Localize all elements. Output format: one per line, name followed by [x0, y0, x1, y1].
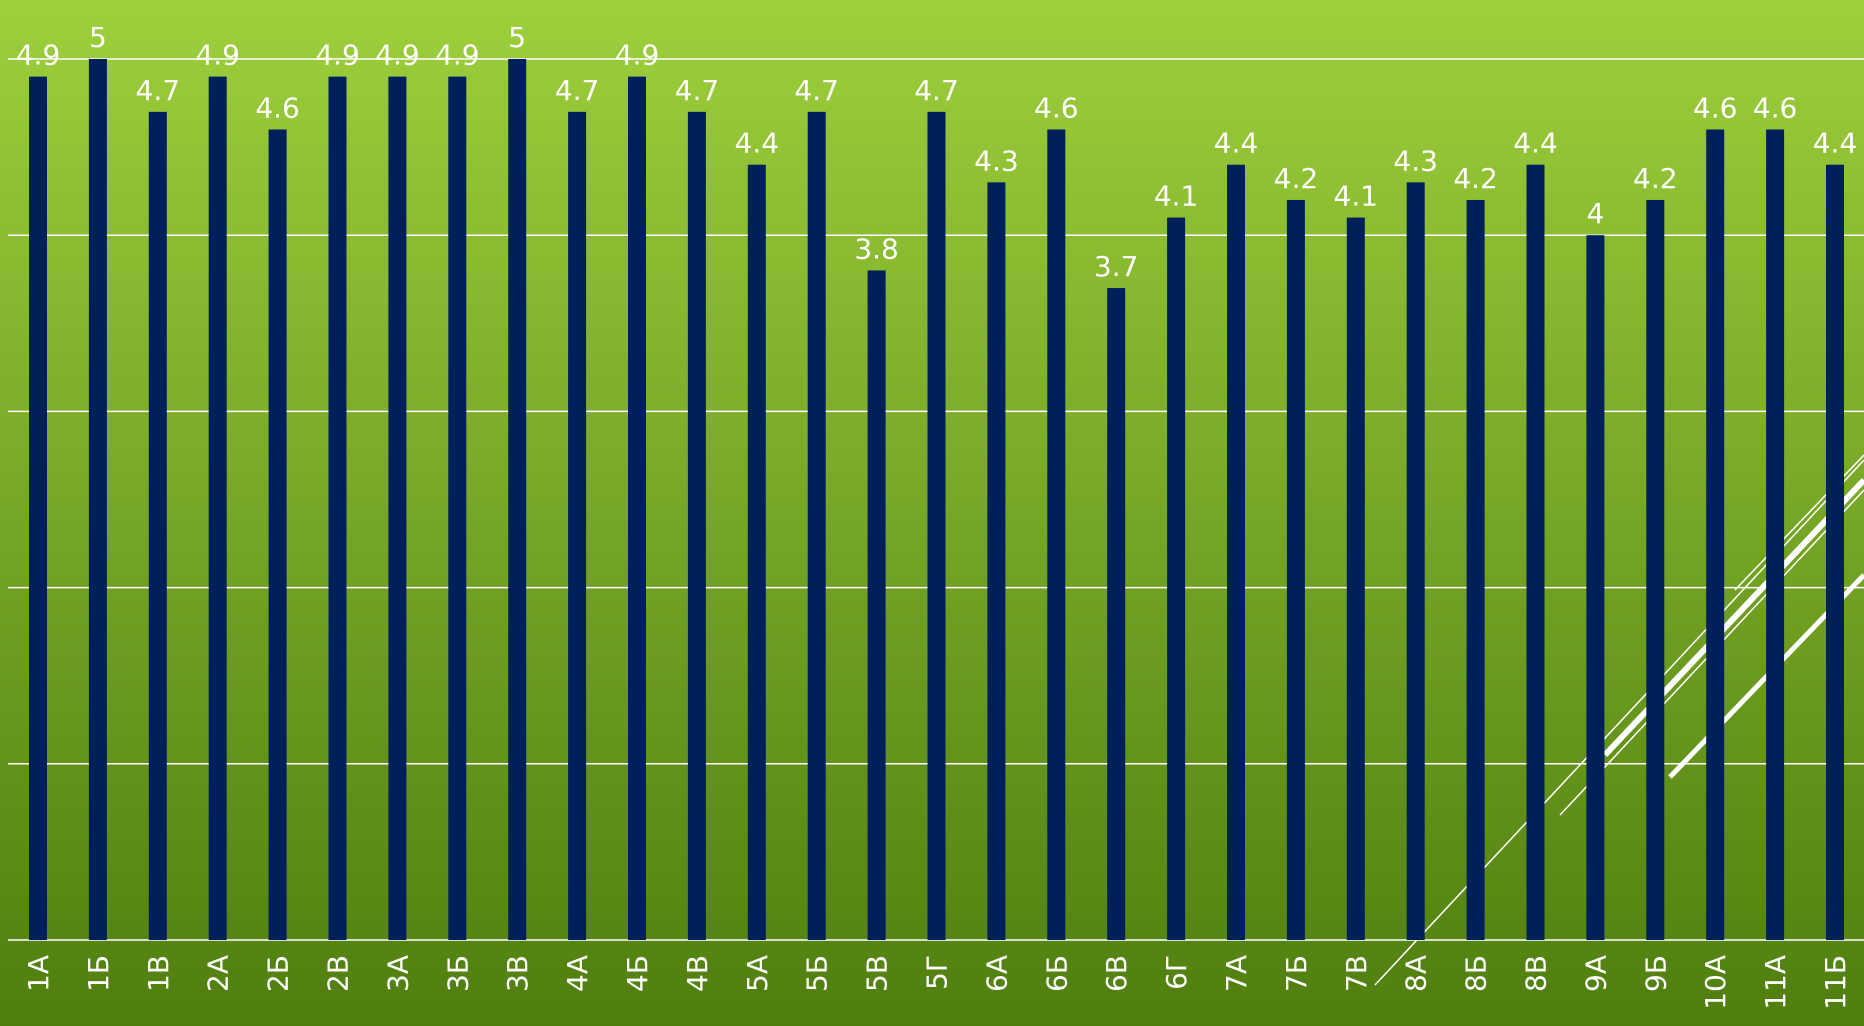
value-label: 4.3: [974, 144, 1019, 177]
x-tick-label: 10А: [1699, 955, 1732, 1010]
x-tick-label: 11Б: [1819, 955, 1852, 1010]
bar: [88, 59, 107, 940]
value-label: 4.9: [435, 39, 480, 72]
value-label: 4.9: [615, 39, 660, 72]
x-tick-label: 4Б: [621, 955, 654, 992]
bar: [1107, 288, 1126, 940]
value-label: 4.3: [1393, 144, 1438, 177]
x-tick-label: 11А: [1759, 955, 1792, 1010]
x-tick-label: 3Б: [441, 955, 474, 992]
x-tick-label: 5Г: [921, 955, 954, 990]
bar: [1526, 164, 1545, 941]
bar: [1406, 182, 1425, 941]
bar: [448, 76, 467, 941]
bar: [927, 111, 946, 941]
value-label: 4.1: [1154, 180, 1199, 213]
x-tick-label: 8А: [1400, 955, 1433, 992]
value-label: 4.9: [16, 39, 61, 72]
x-tick-label: 1В: [142, 955, 175, 992]
value-label: 4.4: [1513, 127, 1558, 160]
x-tick-label: 8Б: [1460, 955, 1493, 992]
x-tick-label: 9А: [1579, 955, 1612, 992]
x-tick-label: 1А: [22, 955, 55, 992]
value-label: 5: [508, 21, 526, 54]
bar: [747, 164, 766, 941]
bar: [987, 182, 1006, 941]
bar: [29, 76, 47, 941]
value-label: 4.7: [794, 74, 839, 107]
value-label: 4.9: [375, 39, 420, 72]
x-tick-label: 6Г: [1160, 955, 1193, 990]
bar: [687, 111, 706, 941]
bar: [1227, 164, 1245, 941]
x-tick-label: 2А: [202, 955, 235, 992]
bar: [508, 59, 527, 940]
x-tick-label: 7Б: [1280, 955, 1313, 992]
x-tick-label: 1Б: [82, 955, 115, 992]
x-tick-label: 9Б: [1639, 955, 1672, 992]
x-tick-label: 5В: [861, 955, 894, 992]
bar: [268, 129, 287, 941]
value-label: 4.6: [1753, 91, 1798, 124]
value-label: 4.6: [255, 91, 300, 124]
bar: [1766, 129, 1785, 941]
value-label: 4.2: [1633, 162, 1678, 195]
value-label: 3.7: [1094, 250, 1139, 283]
x-tick-label: 3В: [501, 955, 534, 992]
value-label: 3.8: [854, 232, 899, 265]
bar: [568, 111, 587, 941]
value-label: 4.4: [1214, 127, 1259, 160]
bar: [328, 76, 347, 941]
bar: [1047, 129, 1066, 941]
value-label: 4.6: [1034, 91, 1079, 124]
value-label: 4.9: [195, 39, 240, 72]
x-tick-label: 7В: [1340, 955, 1373, 992]
bar: [1466, 199, 1485, 940]
bar: [628, 76, 646, 941]
value-label: 5: [89, 21, 107, 54]
value-label: 4.1: [1334, 180, 1379, 213]
bar: [1586, 235, 1605, 940]
value-label: 4.4: [1813, 127, 1858, 160]
value-label: 4.2: [1453, 162, 1498, 195]
x-tick-label: 2Б: [262, 955, 295, 992]
x-tick-label: 5А: [741, 955, 774, 992]
bar: [208, 76, 227, 941]
value-label: 4.6: [1693, 91, 1738, 124]
plot-area: 4.9 1А 5 1Б 4.7 1В 4.9 2А 4.6 2Б 4.9 2В 4.9 3А 4.9 3Б 5 3…: [8, 21, 1864, 1010]
value-label: 4.2: [1274, 162, 1319, 195]
value-label: 4.4: [735, 127, 780, 160]
x-tick-label: 5Б: [801, 955, 834, 992]
x-tick-label: 4А: [561, 955, 594, 992]
value-label: 4.7: [914, 74, 959, 107]
x-tick-label: 8В: [1520, 955, 1553, 992]
x-tick-label: 4В: [681, 955, 714, 992]
value-label: 4.7: [136, 74, 181, 107]
bar: [867, 270, 886, 940]
bar: [1826, 164, 1844, 941]
bar: [1706, 129, 1725, 941]
value-label: 4: [1586, 197, 1604, 230]
value-label: 4.7: [675, 74, 720, 107]
bar: [1167, 217, 1186, 940]
x-tick-label: 6А: [980, 955, 1013, 992]
x-tick-label: 6Б: [1040, 955, 1073, 992]
value-label: 4.9: [315, 39, 360, 72]
bar: [1646, 199, 1665, 940]
x-tick-label: 2В: [322, 955, 355, 992]
bar: [388, 76, 407, 941]
bar: [1286, 199, 1305, 940]
x-tick-label: 6В: [1100, 955, 1133, 992]
bar: [807, 111, 826, 941]
x-tick-label: 3А: [381, 955, 414, 992]
bar: [148, 111, 167, 941]
value-label: 4.7: [555, 74, 600, 107]
x-tick-label: 7А: [1220, 955, 1253, 992]
bar: [1346, 217, 1365, 940]
